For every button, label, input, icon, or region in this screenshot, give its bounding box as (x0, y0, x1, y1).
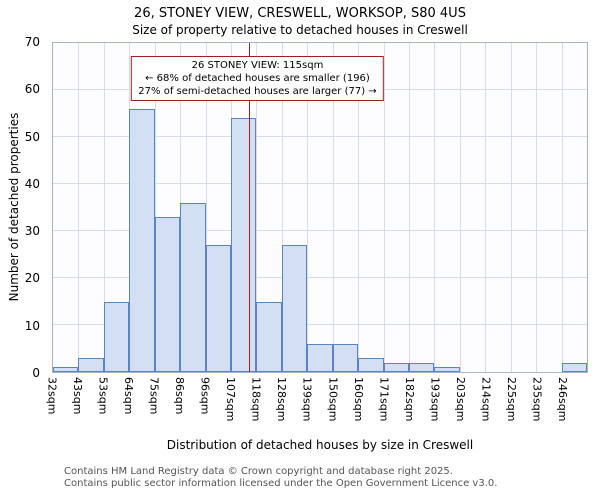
v-gridline (205, 43, 207, 372)
h-gridline (53, 277, 587, 278)
h-gridline (53, 136, 587, 137)
bar-182sqm (409, 362, 435, 372)
v-gridline (459, 43, 461, 372)
x-tick-label: 96sqm (198, 377, 212, 415)
y-tick-label: 30 (24, 224, 40, 239)
annotation-line: 27% of semi-detached houses are larger (… (138, 86, 377, 98)
x-tick-label: 193sqm (428, 377, 442, 422)
x-axis-label: Distribution of detached houses by size … (166, 438, 474, 452)
v-gridline (78, 43, 80, 372)
x-tick-label: 53sqm (96, 377, 110, 415)
plot-area: 26 STONEY VIEW: 115sqm ← 68% of detached … (52, 42, 588, 373)
annotation-line: ← 68% of detached houses are smaller (19… (145, 73, 370, 85)
bar-43sqm (78, 357, 104, 372)
v-gridline (307, 43, 309, 372)
x-tick-label: 64sqm (122, 377, 136, 415)
v-gridline (154, 43, 156, 372)
chart-title: 26, STONEY VIEW, CRESWELL, WORKSOP, S80 … (134, 6, 466, 21)
y-tick-label: 70 (24, 35, 40, 49)
bar-64sqm (129, 108, 155, 372)
x-tick-label: 214sqm (479, 377, 493, 422)
x-tick-label: 235sqm (530, 377, 544, 422)
x-tick-label: 86sqm (173, 377, 187, 415)
property-annotation-box: 26 STONEY VIEW: 115sqm ← 68% of detached … (131, 56, 384, 102)
x-tick-label: 171sqm (377, 377, 391, 422)
bar-139sqm (307, 343, 333, 372)
bar-32sqm (53, 367, 79, 372)
y-tick-label: 0 (32, 366, 40, 380)
footer-attribution-line2: Contains public sector information licen… (64, 478, 498, 489)
x-tick-label: 160sqm (351, 377, 365, 422)
bar-150sqm (332, 343, 359, 372)
bar-118sqm (256, 301, 282, 372)
property-size-marker-line (249, 43, 251, 372)
v-gridline (358, 43, 360, 372)
y-tick-labels: 0 10 20 30 40 50 60 70 (0, 35, 46, 380)
v-gridline (536, 43, 538, 372)
x-tick-label: 246sqm (555, 377, 569, 422)
footer-attribution-line1: Contains HM Land Registry data © Crown c… (64, 466, 453, 477)
v-gridline (510, 43, 512, 372)
x-tick-label: 203sqm (453, 377, 467, 422)
x-tick-label: 32sqm (45, 377, 59, 415)
bar-53sqm (103, 301, 130, 372)
h-gridline (53, 183, 587, 184)
y-tick-label: 50 (24, 129, 40, 144)
bar-86sqm (180, 202, 206, 372)
v-gridline (434, 43, 436, 372)
bar-75sqm (154, 216, 181, 372)
bar-246sqm (561, 362, 587, 372)
y-tick-label: 10 (24, 318, 40, 333)
x-tick-label: 107sqm (224, 377, 238, 422)
x-tick-label: 75sqm (147, 377, 161, 415)
h-gridline (53, 230, 587, 231)
x-tick-label: 182sqm (402, 377, 416, 422)
x-tick-label: 139sqm (300, 377, 314, 422)
x-tick-labels: 32sqm 43sqm 53sqm 64sqm 75sqm 86sqm 96sqm 107sq… (46, 377, 588, 429)
v-gridline (332, 43, 334, 372)
v-gridline (485, 43, 487, 372)
bar-160sqm (358, 357, 384, 372)
x-tick-label: 118sqm (249, 377, 263, 422)
bar-193sqm (434, 367, 460, 372)
x-tick-label: 225sqm (504, 377, 518, 422)
v-gridline (256, 43, 258, 372)
chart-subtitle: Size of property relative to detached ho… (132, 23, 468, 37)
bar-128sqm (281, 245, 308, 372)
v-gridline (409, 43, 410, 372)
y-tick-label: 60 (24, 82, 40, 97)
h-gridline (53, 324, 587, 325)
y-tick-label: 40 (24, 176, 40, 191)
annotation-line: 26 STONEY VIEW: 115sqm (191, 60, 324, 72)
y-tick-label: 20 (24, 271, 40, 286)
x-tick-label: 128sqm (275, 377, 289, 422)
x-tick-label: 150sqm (326, 377, 340, 422)
v-gridline (103, 43, 105, 372)
bar-171sqm (383, 362, 409, 372)
v-gridline (383, 43, 385, 372)
bar-107sqm (231, 118, 257, 372)
bar-96sqm (205, 245, 231, 372)
x-tick-label: 43sqm (71, 377, 85, 415)
v-gridline (281, 43, 283, 372)
v-gridline (561, 43, 563, 372)
